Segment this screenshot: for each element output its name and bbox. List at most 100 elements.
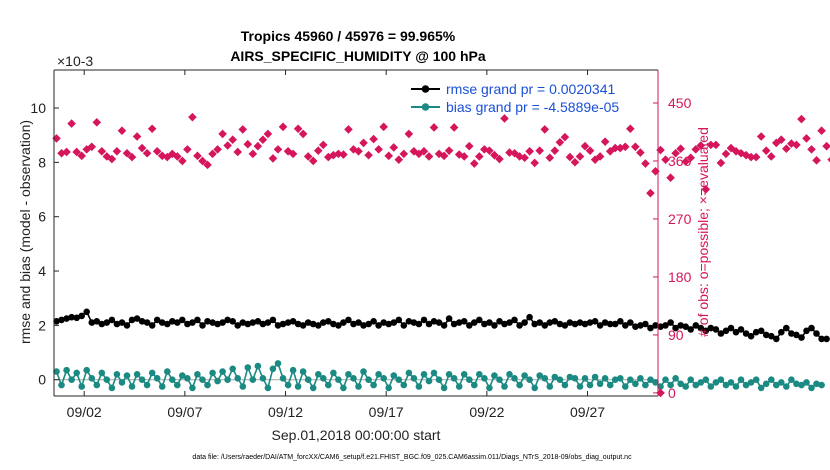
series-point	[350, 375, 357, 382]
series-point	[707, 324, 715, 332]
obs-count-point	[500, 114, 509, 123]
series-point	[662, 322, 669, 329]
series-point	[506, 371, 513, 378]
series-point	[345, 316, 352, 324]
series-point	[737, 376, 745, 384]
series-point	[335, 322, 342, 329]
series-1	[53, 360, 825, 392]
series-point	[264, 319, 272, 326]
obs-count-point	[173, 152, 182, 161]
obs-count-point	[203, 160, 212, 170]
series-point	[571, 375, 579, 382]
series-point	[320, 375, 327, 382]
obs-count-point	[283, 147, 293, 156]
series-point	[289, 366, 297, 374]
x-axis-label: Sep.01,2018 00:00:00 start	[272, 427, 441, 443]
series-point	[455, 319, 463, 326]
obs-count-point	[505, 148, 514, 157]
series-point	[83, 308, 90, 316]
obs-count-point	[253, 141, 263, 151]
series-point	[259, 375, 267, 382]
series-point	[93, 318, 101, 325]
obs-count-point	[57, 148, 66, 158]
series-point	[420, 371, 428, 378]
obs-count-point	[610, 143, 620, 153]
y2-tick-label: 270	[668, 211, 692, 227]
series-point	[78, 312, 85, 320]
series-point	[773, 381, 780, 389]
series-point	[279, 375, 287, 382]
obs-count-point	[756, 132, 766, 141]
obs-count-point	[308, 156, 318, 166]
series-point	[169, 376, 176, 384]
series-point	[355, 319, 362, 326]
series-point	[798, 334, 805, 341]
series-point	[199, 322, 206, 329]
obs-count-point	[721, 149, 731, 159]
series-point	[405, 318, 413, 325]
series-point	[158, 383, 166, 390]
series-point	[98, 369, 106, 377]
series-point	[752, 328, 760, 336]
obs-count-point	[112, 147, 122, 156]
series-point	[768, 376, 775, 384]
y-tick-label: 8	[38, 154, 46, 170]
obs-count-point	[157, 151, 167, 161]
obs-count-point	[475, 152, 484, 161]
obs-count-point	[454, 150, 464, 159]
series-point	[722, 381, 730, 389]
series-point	[410, 375, 418, 382]
series-point	[491, 322, 498, 329]
series-point	[652, 379, 659, 386]
series-point	[460, 318, 468, 325]
series-point	[471, 319, 478, 326]
series-point	[214, 320, 221, 328]
series-point	[224, 316, 231, 324]
series-point	[803, 327, 810, 335]
series-point	[687, 376, 694, 384]
series-point	[692, 381, 700, 389]
obs-count-point	[233, 147, 243, 157]
series-point	[798, 381, 805, 389]
series-point	[601, 319, 609, 326]
obs-count-point	[354, 147, 363, 156]
obs-count-point	[590, 155, 600, 164]
obs-count-point	[681, 157, 690, 166]
series-point	[158, 319, 166, 326]
series-point	[164, 368, 171, 375]
obs-count-point	[434, 149, 444, 159]
obs-count-point	[273, 145, 283, 154]
legend: rmse grand pr = 0.0020341 bias grand pr …	[411, 81, 619, 115]
obs-count-point	[766, 152, 776, 161]
series-point	[199, 376, 206, 384]
series-point	[133, 371, 141, 378]
series-point	[732, 328, 740, 336]
ticks-layer: 0 2 4 6 8 10 0 90 180 270 360 450 09/02 09/07 09/12 09/…	[30, 70, 692, 420]
series-point	[596, 380, 604, 388]
series-point	[78, 383, 85, 390]
series-point	[667, 319, 674, 326]
data-file-footer: data file: /Users/raeder/DAI/ATM_forcXX/…	[192, 454, 632, 461]
y2-tick-label: 450	[668, 95, 692, 111]
series-point	[501, 320, 508, 328]
series-point	[340, 384, 347, 392]
series-point	[757, 327, 765, 335]
obs-count-point	[117, 126, 127, 135]
series-point	[521, 372, 528, 379]
obs-count-point	[520, 153, 529, 163]
obs-count-point	[605, 147, 615, 156]
obs-count-point	[777, 135, 786, 145]
series-point	[581, 320, 589, 328]
series-point	[53, 368, 60, 375]
series-point	[269, 365, 277, 373]
obs-count-point	[424, 152, 434, 161]
series-point	[788, 376, 795, 384]
obs-count-point	[263, 129, 273, 139]
series-point	[73, 314, 80, 322]
series-point	[148, 369, 156, 377]
series-point	[727, 324, 735, 332]
series-point	[73, 369, 80, 377]
series-point	[164, 320, 171, 328]
legend-rmse-label: rmse grand pr = 0.0020341	[446, 81, 615, 97]
series-point	[541, 322, 549, 329]
